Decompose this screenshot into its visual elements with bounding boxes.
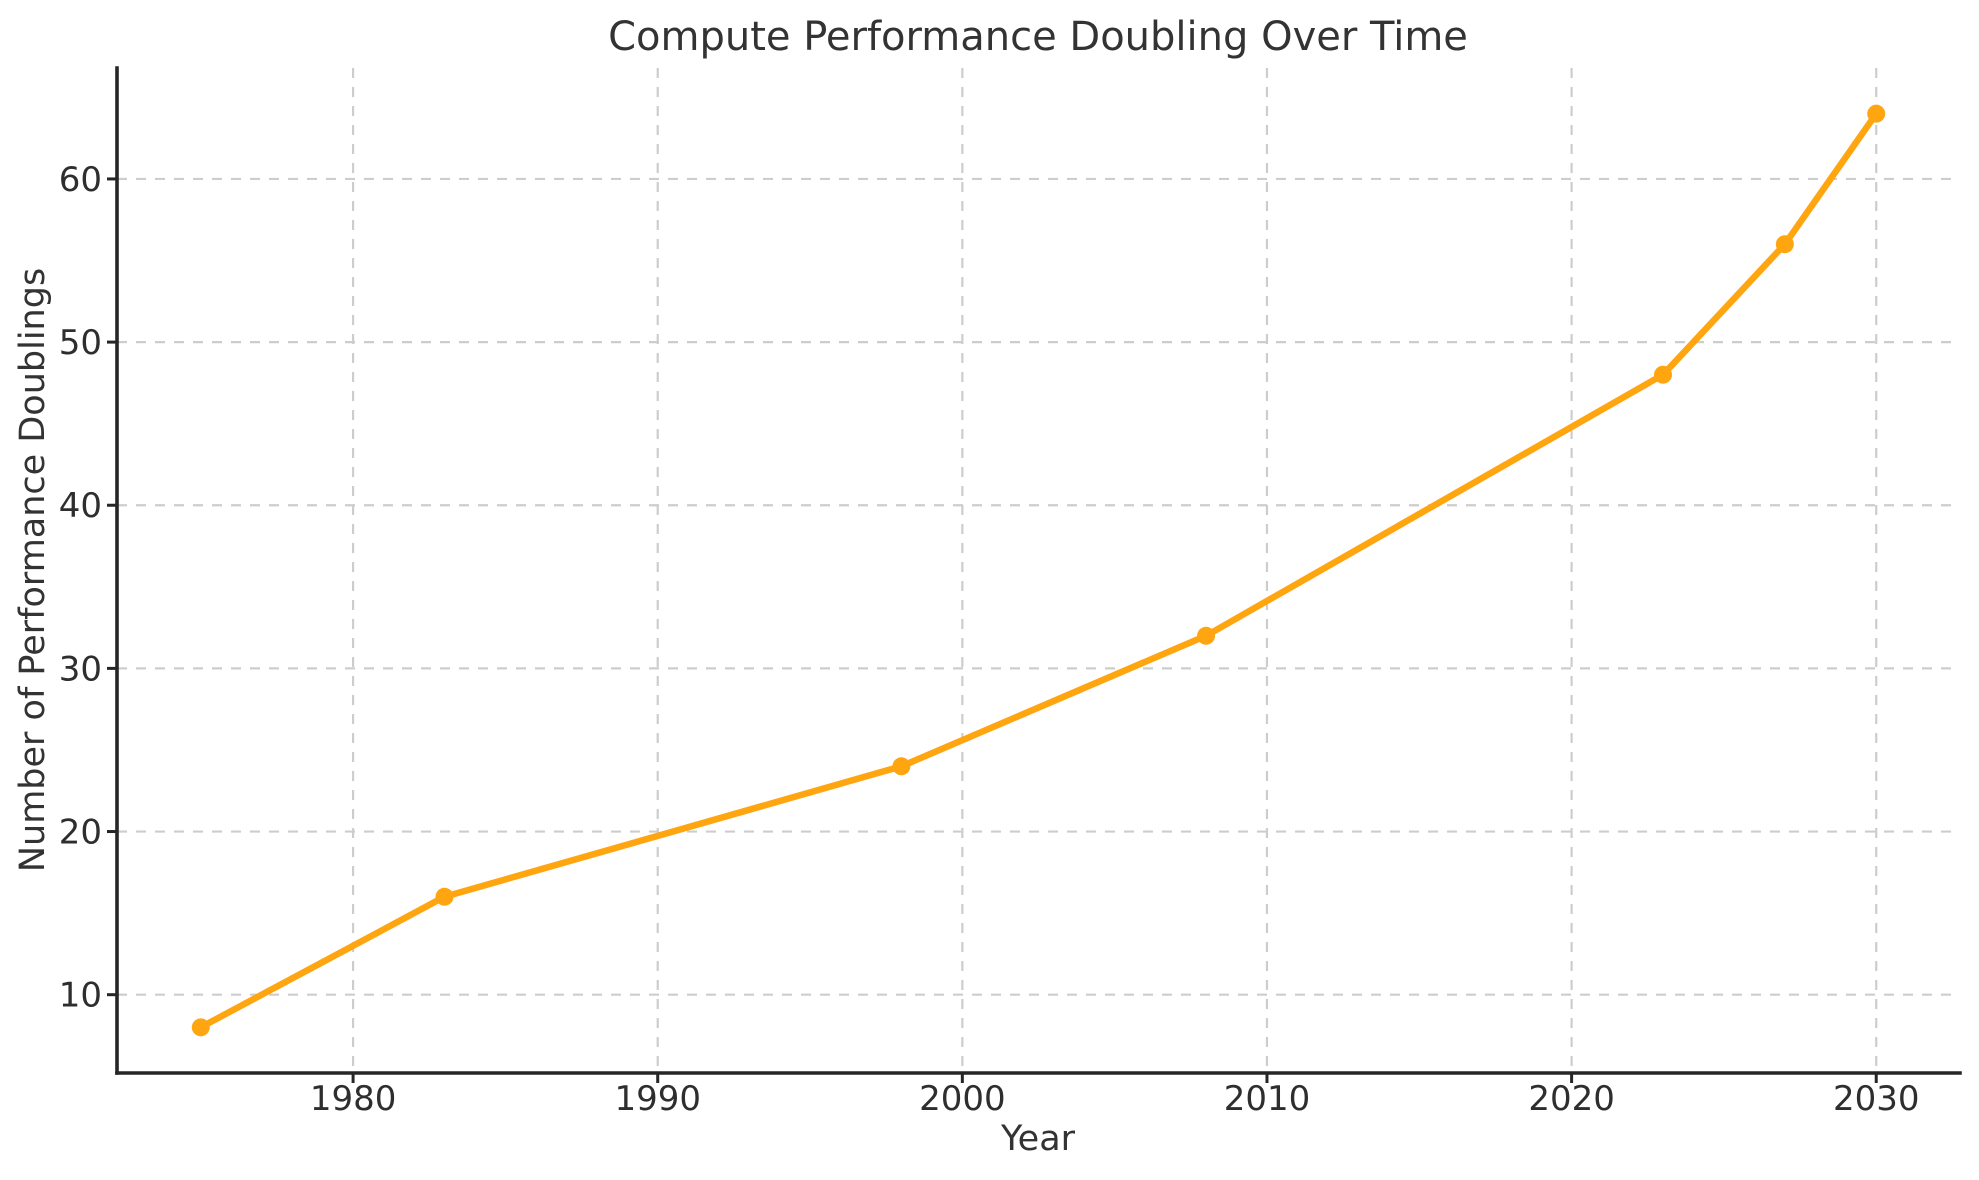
y-tick-label: 30 xyxy=(59,649,102,689)
x-tick-label: 1980 xyxy=(310,1079,397,1119)
x-tick-label: 2030 xyxy=(1833,1079,1920,1119)
x-tick-label: 2000 xyxy=(919,1079,1006,1119)
data-point xyxy=(1197,626,1216,645)
x-tick-label: 2020 xyxy=(1528,1079,1615,1119)
y-tick-label: 60 xyxy=(59,160,102,200)
data-point xyxy=(892,757,911,776)
x-axis-label: Year xyxy=(1000,1119,1076,1159)
gridlines xyxy=(117,68,1960,1073)
data-point xyxy=(1653,365,1672,384)
data-point xyxy=(1775,235,1794,254)
y-tick-label: 40 xyxy=(59,486,102,526)
chart-title: Compute Performance Doubling Over Time xyxy=(608,14,1468,60)
data-point xyxy=(191,1018,210,1037)
data-point xyxy=(435,887,454,906)
axes-group xyxy=(107,66,1962,1083)
y-tick-label: 50 xyxy=(59,323,102,363)
series-group xyxy=(191,104,1886,1037)
x-tick-label: 1990 xyxy=(614,1079,701,1119)
x-tick-label: 2010 xyxy=(1224,1079,1311,1119)
y-tick-label: 20 xyxy=(59,813,102,853)
y-axis-label: Number of Performance Doublings xyxy=(13,268,53,872)
data-point xyxy=(1867,104,1886,123)
y-tick-label: 10 xyxy=(59,976,102,1016)
series-line xyxy=(197,110,1880,1031)
